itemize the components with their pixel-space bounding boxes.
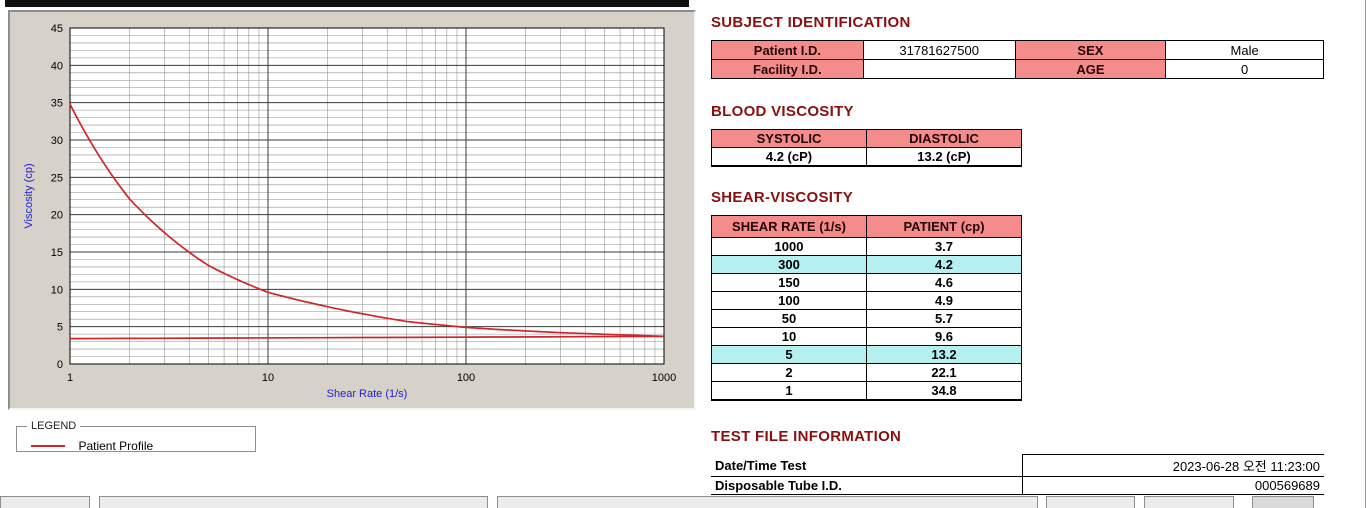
systolic-value: 4.2 (cP)	[711, 147, 867, 167]
patient-viscosity-cell: 5.7	[866, 309, 1022, 328]
partial-button[interactable]	[0, 496, 90, 508]
disposable-tube-id-label: Disposable Tube I.D.	[711, 476, 1022, 495]
svg-text:25: 25	[51, 172, 63, 184]
facility-id-label: Facility I.D.	[711, 59, 864, 79]
age-value: 0	[1165, 59, 1324, 79]
partial-button[interactable]	[99, 496, 488, 508]
table-header-row: SHEAR RATE (1/s) PATIENT (cp)	[711, 215, 1022, 238]
subject-identification-heading: SUBJECT IDENTIFICATION	[711, 14, 911, 31]
patient-viscosity-cell: 3.7	[866, 237, 1022, 256]
shear-viscosity-row: 1 34.8	[711, 381, 1022, 401]
patient-viscosity-cell: 4.2	[866, 255, 1022, 274]
svg-text:20: 20	[51, 210, 63, 222]
blood-viscosity-heading: BLOOD VISCOSITY	[711, 103, 854, 120]
viscosity-chart-panel: 0 5 10 15 20 25 30 35 40 45 1 10 100 1000 Viscosity (c…	[8, 10, 696, 410]
shear-viscosity-row: 50 5.7	[711, 309, 1022, 328]
patient-id-value: 31781627500	[862, 40, 1016, 60]
svg-text:35: 35	[51, 98, 63, 110]
table-row: Facility I.D. AGE 0	[711, 59, 1324, 79]
svg-text:10: 10	[51, 284, 63, 296]
svg-text:0: 0	[57, 359, 63, 371]
legend-series-label: Patient Profile	[78, 438, 154, 453]
table-row: 4.2 (cP) 13.2 (cP)	[711, 147, 1022, 167]
svg-text:Shear Rate (1/s): Shear Rate (1/s)	[327, 388, 408, 400]
sex-value: Male	[1165, 40, 1324, 60]
age-label: AGE	[1014, 59, 1167, 79]
date-time-test-value: 2023-06-28 오전 11:23:00	[1021, 454, 1324, 477]
svg-text:10: 10	[262, 372, 274, 384]
svg-text:40: 40	[51, 60, 63, 72]
svg-text:100: 100	[457, 372, 475, 384]
table-row: Patient I.D. 31781627500 SEX Male	[711, 40, 1324, 60]
facility-id-value	[862, 59, 1016, 79]
shear-rate-cell: 150	[711, 273, 867, 292]
shear-rate-cell: 1000	[711, 237, 867, 256]
window-title-bar-fragment	[5, 0, 689, 7]
blood-viscosity-table: SYSTOLIC DIASTOLIC 4.2 (cP) 13.2 (cP)	[711, 129, 1022, 167]
shear-viscosity-row: 1000 3.7	[711, 237, 1022, 256]
sex-label: SEX	[1014, 40, 1167, 60]
shear-viscosity-row: 150 4.6	[711, 273, 1022, 292]
patient-viscosity-cell: 4.9	[866, 291, 1022, 310]
svg-text:45: 45	[51, 23, 63, 35]
shear-rate-cell: 300	[711, 255, 867, 274]
patient-viscosity-cell: 13.2	[866, 345, 1022, 364]
systolic-label: SYSTOLIC	[711, 129, 867, 148]
patient-viscosity-cell: 9.6	[866, 327, 1022, 346]
legend-title: LEGEND	[31, 420, 77, 432]
shear-rate-cell: 5	[711, 345, 867, 364]
legend-line-sample	[31, 444, 65, 447]
svg-text:Viscosity (cp): Viscosity (cp)	[23, 163, 35, 228]
partial-button[interactable]	[1046, 496, 1135, 508]
shear-viscosity-heading: SHEAR-VISCOSITY	[711, 189, 854, 206]
shear-rate-column-header: SHEAR RATE (1/s)	[711, 215, 867, 238]
patient-viscosity-cell: 4.6	[866, 273, 1022, 292]
partial-button[interactable]	[497, 496, 1038, 508]
shear-viscosity-row: 300 4.2	[711, 255, 1022, 274]
svg-text:5: 5	[57, 322, 63, 334]
patient-viscosity-cell: 22.1	[866, 363, 1022, 382]
table-row: Disposable Tube I.D. 000569689	[711, 476, 1324, 495]
partial-button[interactable]	[1144, 496, 1234, 508]
shear-rate-cell: 100	[711, 291, 867, 310]
shear-rate-cell: 10	[711, 327, 867, 346]
subject-identification-table: Patient I.D. 31781627500 SEX Male Facili…	[711, 40, 1324, 79]
test-file-information-table: Date/Time Test 2023-06-28 오전 11:23:00 Di…	[711, 454, 1324, 495]
disposable-tube-id-value: 000569689	[1021, 476, 1324, 495]
table-row: Date/Time Test 2023-06-28 오전 11:23:00	[711, 454, 1324, 477]
svg-text:1: 1	[67, 372, 73, 384]
svg-text:30: 30	[51, 135, 63, 147]
shear-viscosity-row: 2 22.1	[711, 363, 1022, 382]
legend-box: LEGEND Patient Profile	[16, 420, 256, 453]
shear-viscosity-row: 10 9.6	[711, 327, 1022, 346]
shear-rate-cell: 2	[711, 363, 867, 382]
patient-id-label: Patient I.D.	[711, 40, 864, 60]
diastolic-value: 13.2 (cP)	[866, 147, 1022, 167]
report-panel: SUBJECT IDENTIFICATION Patient I.D. 3178…	[711, 14, 1324, 495]
shear-rate-cell: 1	[711, 381, 867, 401]
shear-viscosity-row: 100 4.9	[711, 291, 1022, 310]
shear-viscosity-row: 5 13.2	[711, 345, 1022, 364]
shear-rate-cell: 50	[711, 309, 867, 328]
svg-text:15: 15	[51, 247, 63, 259]
diastolic-label: DIASTOLIC	[866, 129, 1022, 148]
svg-text:1000: 1000	[652, 372, 676, 384]
test-file-information-heading: TEST FILE INFORMATION	[711, 428, 902, 445]
partial-button[interactable]	[1252, 496, 1314, 508]
shear-viscosity-table: SHEAR RATE (1/s) PATIENT (cp) 1000 3.7 300…	[711, 215, 1022, 401]
patient-column-header: PATIENT (cp)	[866, 215, 1022, 238]
date-time-test-label: Date/Time Test	[711, 454, 1022, 477]
table-row: SYSTOLIC DIASTOLIC	[711, 129, 1022, 148]
patient-viscosity-cell: 34.8	[866, 381, 1022, 401]
viscosity-chart: 0 5 10 15 20 25 30 35 40 45 1 10 100 1000 Viscosity (c…	[23, 23, 676, 400]
